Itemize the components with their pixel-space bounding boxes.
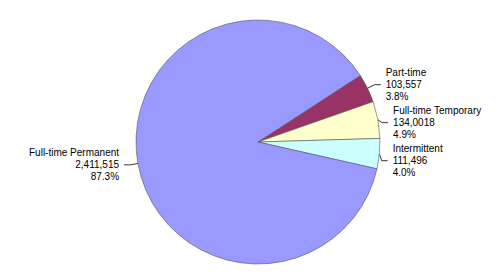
svg-text:134,0018: 134,0018 — [393, 117, 435, 128]
svg-text:111,496: 111,496 — [393, 155, 428, 166]
svg-text:4.9%: 4.9% — [393, 129, 416, 140]
svg-text:87.3%: 87.3% — [91, 171, 119, 182]
svg-text:103,557: 103,557 — [386, 79, 423, 90]
svg-text:4.0%: 4.0% — [393, 167, 416, 178]
svg-text:Part-time: Part-time — [386, 67, 427, 78]
svg-text:Intermittent: Intermittent — [393, 143, 443, 154]
svg-text:Full-time Temporary: Full-time Temporary — [393, 105, 481, 116]
svg-text:2,411,515: 2,411,515 — [75, 159, 119, 170]
svg-text:Full-time Permanent: Full-time Permanent — [29, 147, 119, 158]
svg-text:3.8%: 3.8% — [386, 91, 409, 102]
